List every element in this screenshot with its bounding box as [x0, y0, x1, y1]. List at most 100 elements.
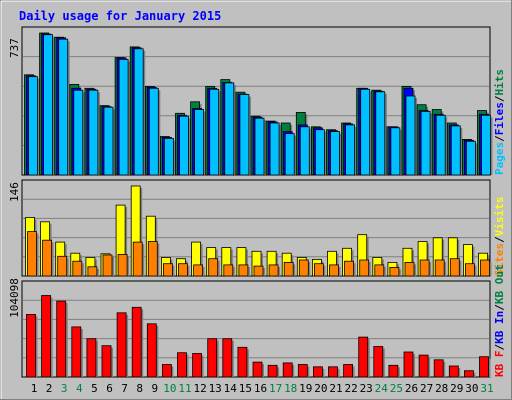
bar-kbf-day-30 [463, 370, 474, 378]
bar-kbf-day-1 [26, 313, 36, 378]
bar-pages-day-6 [103, 106, 114, 176]
bar-pages-day-26 [405, 95, 416, 176]
bar-sites-day-29 [449, 258, 460, 277]
day-label-25: 25 [390, 382, 403, 395]
bar-kbf-day-25 [388, 364, 399, 378]
day-label-22: 22 [344, 382, 357, 395]
bar-pages-day-30 [465, 140, 476, 176]
day-label-16: 16 [254, 382, 267, 395]
bar-kbf-day-14 [222, 338, 233, 378]
day-label-8: 8 [136, 382, 143, 395]
bar-pages-day-9 [148, 87, 159, 176]
hits-panel-max-label: 737 [8, 38, 21, 58]
bar-pages-day-18 [284, 133, 295, 176]
bar-kbf-day-4 [71, 326, 82, 378]
day-label-9: 9 [151, 382, 158, 395]
kbytes-legend: KB F/KB In/KB Out [493, 264, 506, 377]
bar-pages-day-15 [239, 94, 250, 176]
day-label-18: 18 [284, 382, 297, 395]
bar-pages-day-31 [481, 114, 491, 176]
day-label-4: 4 [76, 382, 83, 395]
day-label-28: 28 [435, 382, 448, 395]
bar-kbf-day-22 [343, 364, 354, 378]
bar-sites-day-28 [434, 259, 445, 277]
bar-sites-day-15 [238, 264, 249, 277]
bar-sites-day-6 [102, 254, 113, 277]
bar-sites-day-24 [374, 264, 385, 277]
bar-sites-day-7 [117, 253, 128, 277]
bar-kbf-day-17 [267, 364, 278, 378]
bar-sites-day-30 [464, 263, 475, 277]
day-label-29: 29 [450, 382, 463, 395]
bar-pages-day-25 [390, 127, 401, 176]
bar-sites-day-11 [178, 263, 188, 277]
bar-pages-day-8 [133, 48, 144, 176]
bar-pages-day-24 [375, 91, 386, 176]
bar-pages-day-29 [450, 125, 461, 176]
bars [24, 32, 493, 378]
bar-pages-day-27 [420, 111, 431, 176]
bar-kbf-day-21 [328, 366, 338, 378]
day-label-20: 20 [314, 382, 327, 395]
bar-kbf-day-3 [56, 300, 67, 378]
day-label-2: 2 [46, 382, 53, 395]
legend-hits: Hits [493, 69, 506, 96]
bar-kbf-day-7 [116, 312, 127, 378]
bar-pages-day-13 [209, 88, 220, 176]
visits-legend: Sites/Visits [493, 197, 506, 277]
bar-sites-day-17 [268, 264, 279, 277]
day-label-27: 27 [420, 382, 433, 395]
day-label-19: 19 [299, 382, 312, 395]
bar-pages-day-2 [43, 34, 53, 176]
bar-pages-day-28 [435, 114, 446, 176]
bar-pages-day-4 [73, 89, 84, 176]
bar-sites-day-26 [404, 261, 415, 277]
day-label-31: 31 [480, 382, 493, 395]
legend-kbout: KB Out [493, 264, 506, 304]
bar-pages-day-17 [269, 122, 280, 176]
legend-kbf: KB F [493, 351, 506, 378]
kbytes-panel-max-label: 104098 [8, 278, 21, 318]
legend-sep-1: / [493, 135, 506, 142]
day-axis-labels: 1 2 3 4 5 6 7 8 9 10 11 12 13 14 15 16 17 18 19 20 21 22 23 24 2… [31, 382, 494, 395]
bar-kbf-day-19 [297, 364, 308, 378]
bar-sites-day-4 [72, 260, 83, 277]
day-label-14: 14 [224, 382, 238, 395]
bar-sites-day-12 [193, 264, 204, 277]
bar-kbf-day-20 [312, 366, 323, 378]
bar-sites-day-9 [147, 241, 158, 277]
bar-kbf-day-15 [237, 346, 248, 378]
bar-kbf-day-11 [177, 352, 187, 378]
bar-kbf-day-24 [373, 346, 384, 378]
day-label-10: 10 [163, 382, 176, 395]
bar-sites-day-19 [298, 259, 309, 277]
bar-sites-day-27 [419, 259, 430, 277]
day-label-30: 30 [465, 382, 478, 395]
legend-sep-4: / [493, 344, 506, 351]
day-label-12: 12 [193, 382, 206, 395]
bar-pages-day-3 [58, 38, 69, 176]
day-label-3: 3 [61, 382, 68, 395]
bar-sites-day-21 [329, 264, 339, 277]
bar-pages-day-14 [224, 82, 235, 176]
bar-sites-day-23 [359, 259, 370, 277]
bar-kbf-day-31 [479, 356, 489, 378]
bar-pages-day-16 [254, 117, 265, 176]
bar-pages-day-5 [88, 89, 99, 176]
bar-sites-day-14 [223, 264, 234, 277]
bar-kbf-day-12 [192, 353, 203, 378]
legend-kbin: KB In [493, 311, 506, 344]
legend-sep-2: / [493, 95, 506, 102]
bar-pages-day-12 [194, 109, 205, 176]
bar-kbf-day-9 [146, 323, 157, 378]
bar-sites-day-2 [42, 239, 52, 277]
bar-sites-day-8 [132, 241, 143, 277]
legend-sep-5: / [493, 304, 506, 311]
bar-sites-day-31 [480, 259, 490, 277]
bar-pages-day-11 [179, 115, 189, 176]
legend-visits: Visits [493, 197, 506, 237]
bar-sites-day-13 [208, 258, 219, 277]
bar-sites-day-25 [389, 266, 400, 277]
day-label-15: 15 [239, 382, 252, 395]
